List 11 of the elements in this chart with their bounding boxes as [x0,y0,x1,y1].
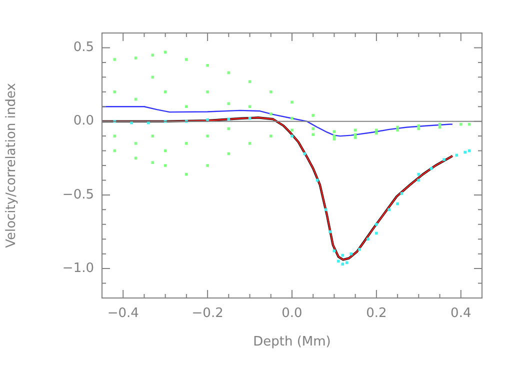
x-tick-label: 0.0 [282,306,302,322]
y-tick-label: −0.5 [62,187,94,202]
x-tick-label: 0.4 [450,306,472,322]
x-tick-label: 0.2 [366,306,387,322]
y-tick-label: 0.0 [73,114,94,129]
y-tick-label: 0.5 [73,40,94,56]
x-tick-label: −0.2 [192,306,224,322]
x-tick-label: −0.4 [107,306,139,322]
x-axis-title: Depth (Mm) [253,334,331,350]
y-tick-label: −1.0 [62,260,94,276]
y-axis-title: Velocity/correlation index [4,82,20,248]
